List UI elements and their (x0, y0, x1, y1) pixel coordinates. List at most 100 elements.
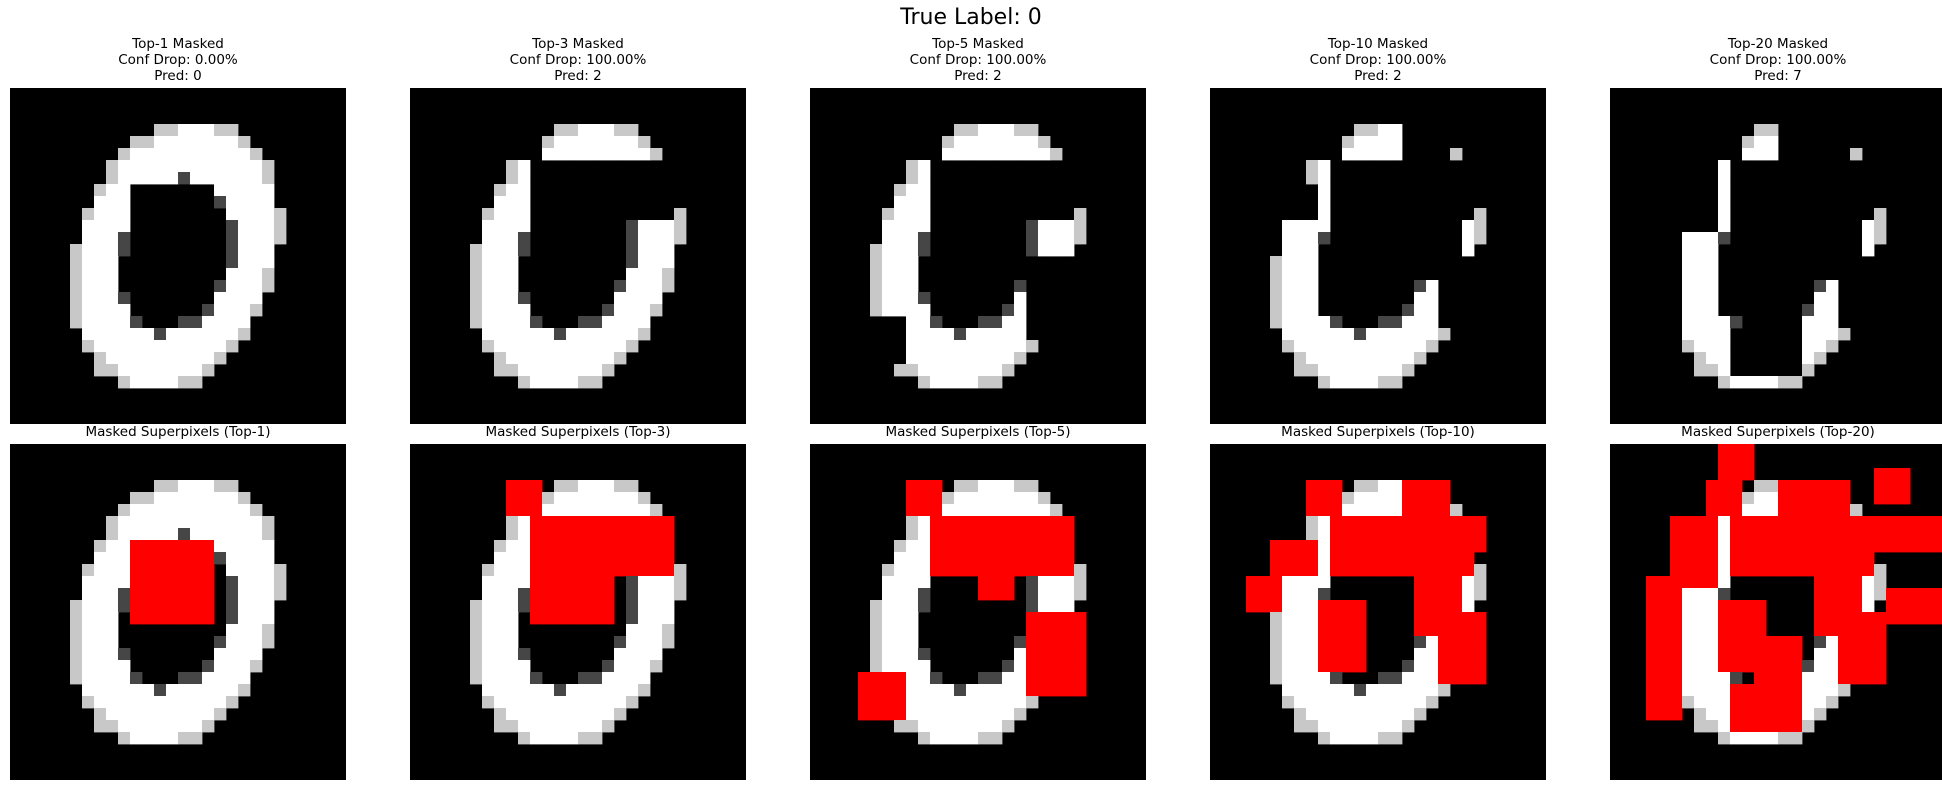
digit-pixel (1390, 340, 1403, 353)
digit-pixel (614, 672, 627, 685)
digit-pixel (882, 244, 895, 257)
digit-pixel (1014, 660, 1027, 673)
digit-pixel (614, 328, 627, 341)
masked-superpixel (1742, 552, 1755, 565)
masked-superpixel (918, 504, 931, 517)
digit-pixel (118, 516, 131, 529)
masked-superpixel (1934, 612, 1942, 625)
digit-pixel (226, 244, 239, 257)
digit-pixel (94, 660, 107, 673)
digit-pixel (1826, 316, 1839, 329)
digit-pixel (638, 624, 651, 637)
digit-pixel (1814, 340, 1827, 353)
digit-pixel (202, 316, 215, 329)
masked-superpixel (1730, 636, 1743, 649)
masked-superpixel (1026, 648, 1039, 661)
digit-pixel (1766, 148, 1779, 161)
digit-pixel (542, 376, 555, 389)
digit-pixel (130, 160, 143, 173)
masked-superpixel (1814, 612, 1827, 625)
digit-pixel (238, 316, 251, 329)
digit-pixel (214, 540, 227, 553)
masked-digit-svg (1610, 88, 1942, 424)
digit-pixel (1682, 292, 1695, 305)
digit-pixel (82, 208, 95, 221)
digit-pixel (602, 708, 615, 721)
digit-pixel (190, 480, 203, 493)
masked-superpixel (1402, 480, 1415, 493)
digit-pixel (614, 124, 627, 137)
masked-superpixel (966, 516, 979, 529)
digit-pixel (94, 316, 107, 329)
digit-pixel (94, 684, 107, 697)
digit-pixel (238, 184, 251, 197)
masked-superpixel (966, 552, 979, 565)
digit-pixel (978, 504, 991, 517)
digit-pixel (1814, 316, 1827, 329)
digit-pixel (1378, 672, 1391, 685)
digit-pixel (506, 232, 519, 245)
digit-pixel (494, 624, 507, 637)
digit-pixel (918, 600, 931, 613)
masked-superpixel (154, 540, 167, 553)
digit-pixel (1826, 292, 1839, 305)
digit-pixel (1294, 720, 1307, 733)
digit-pixel (906, 648, 919, 661)
digit-pixel (482, 292, 495, 305)
digit-pixel (626, 600, 639, 613)
digit-pixel (1874, 220, 1887, 233)
digit-pixel (1282, 340, 1295, 353)
digit-pixel (1354, 504, 1367, 517)
masked-panel-title-line: Top-20 Masked (1727, 36, 1829, 52)
digit-pixel (930, 696, 943, 709)
masked-superpixel (530, 552, 543, 565)
digit-pixel (1874, 576, 1887, 589)
digit-pixel (990, 316, 1003, 329)
masked-superpixel (1898, 480, 1911, 493)
masked-superpixel (1934, 516, 1942, 529)
masked-panel-title: Top-5 Masked Conf Drop: 100.00% Pred: 2 (798, 36, 1158, 84)
digit-pixel (1074, 220, 1087, 233)
digit-pixel (614, 636, 627, 649)
masked-superpixel (1062, 672, 1075, 685)
masked-superpixel (614, 540, 627, 553)
superpixel-panel-title: Masked Superpixels (Top-3) (485, 424, 671, 440)
masked-superpixel (1450, 648, 1463, 661)
masked-superpixel (1378, 552, 1391, 565)
digit-pixel (178, 528, 191, 541)
masked-superpixel (1354, 528, 1367, 541)
digit-pixel (1306, 708, 1319, 721)
digit-pixel (274, 564, 287, 577)
digit-pixel (1390, 376, 1403, 389)
masked-superpixel (906, 504, 919, 517)
masked-superpixel (1438, 504, 1451, 517)
masked-superpixel (530, 516, 543, 529)
digit-pixel (106, 624, 119, 637)
digit-pixel (1694, 244, 1707, 257)
masked-superpixel (614, 564, 627, 577)
masked-superpixel (1426, 600, 1439, 613)
digit-pixel (626, 244, 639, 257)
digit-pixel (166, 328, 179, 341)
digit-pixel (1706, 684, 1719, 697)
digit-pixel (966, 684, 979, 697)
masked-superpixel (590, 588, 603, 601)
digit-pixel (1390, 148, 1403, 161)
masked-superpixel (1014, 564, 1027, 577)
digit-pixel (554, 148, 567, 161)
digit-pixel (1002, 316, 1015, 329)
digit-pixel (82, 244, 95, 257)
masked-superpixel (1342, 660, 1355, 673)
digit-pixel (1002, 708, 1015, 721)
masked-superpixel (578, 588, 591, 601)
digit-pixel (662, 220, 675, 233)
digit-pixel (906, 364, 919, 377)
masked-superpixel (1790, 696, 1803, 709)
digit-pixel (554, 504, 567, 517)
masked-superpixel (1814, 480, 1827, 493)
masked-superpixel (1026, 660, 1039, 673)
digit-pixel (674, 232, 687, 245)
digit-pixel (118, 504, 131, 517)
digit-pixel (106, 612, 119, 625)
masked-superpixel (142, 612, 155, 625)
